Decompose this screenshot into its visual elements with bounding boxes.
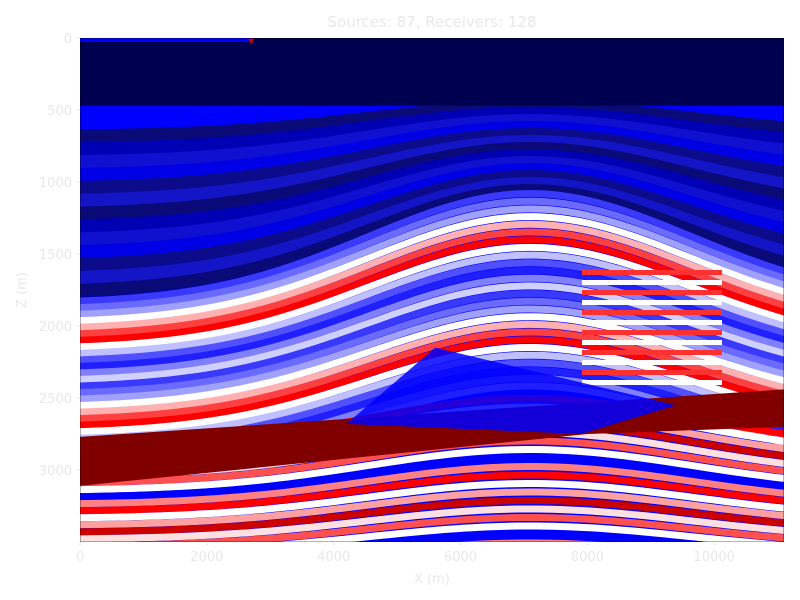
layer-band: [80, 274, 784, 377]
y-tick-label: 0: [64, 32, 72, 47]
x-tick-label: 0: [76, 550, 84, 565]
x-tick-label: 4000: [317, 550, 350, 565]
surface-strip: [80, 38, 252, 42]
layer-band: [80, 205, 784, 318]
layer-band: [80, 259, 784, 364]
layer-band: [582, 380, 722, 385]
y-tick-label: 500: [47, 104, 72, 119]
x-tick-label: 2000: [190, 550, 223, 565]
layer-band: [80, 251, 784, 357]
marker-layer: [248, 38, 255, 45]
layer-band: [582, 280, 722, 285]
layer-band: [80, 297, 784, 396]
layer-band: [80, 505, 784, 542]
layer-band: [80, 190, 784, 305]
x-axis-label: X (m): [414, 572, 450, 587]
layer-band: [582, 340, 722, 345]
layer-band: [80, 305, 784, 403]
x-tick-label: 8000: [571, 550, 604, 565]
layer-band: [80, 328, 784, 423]
layer-band: [582, 320, 722, 325]
y-axis-label: Z (m): [15, 272, 30, 308]
y-tick-label: 3000: [39, 464, 72, 479]
layer-band: [80, 290, 784, 390]
layer-band: [80, 351, 784, 442]
y-axis: 0 500 1000 1500 2000 2500 3000: [39, 32, 80, 479]
layer-band: [80, 471, 784, 515]
image-area: [80, 38, 784, 542]
layer-band: [274, 522, 784, 542]
layer-band: [80, 336, 784, 429]
layer-band: [80, 170, 784, 272]
source-marker: [248, 38, 255, 45]
x-tick-label: 6000: [444, 550, 477, 565]
layer-band: [582, 310, 722, 315]
layer-band: [80, 228, 784, 338]
layer-band: [80, 454, 784, 501]
layer-band: [454, 539, 606, 542]
layer-band: [80, 177, 784, 284]
water-layer: [80, 38, 784, 106]
layer-band: [80, 163, 784, 259]
chart-title: Sources: 87, Receivers: 128: [328, 13, 537, 31]
layer-band: [80, 282, 784, 383]
layer-band: [582, 350, 722, 355]
layer-band: [80, 184, 784, 297]
layer-band: [80, 344, 784, 436]
layer-band: [80, 267, 784, 370]
layer-band: [582, 300, 722, 305]
layer-band: [80, 313, 784, 410]
layer-band: [80, 497, 784, 536]
y-tick-label: 1500: [39, 248, 72, 263]
layer-band: [80, 236, 784, 344]
layer-band: [80, 156, 784, 246]
y-tick-label: 1000: [39, 176, 72, 191]
y-tick-label: 2500: [39, 392, 72, 407]
layer-band: [107, 514, 784, 542]
layer-band: [80, 197, 784, 312]
x-axis: 0 2000 4000 6000 8000 10000: [76, 542, 735, 565]
layer-band: [80, 437, 784, 487]
layer-band: [80, 488, 784, 529]
layer-band: [80, 480, 784, 522]
layer-band: [582, 270, 722, 275]
layer-band: [582, 290, 722, 295]
layer-band: [80, 213, 784, 325]
layer-band: [582, 330, 722, 335]
x-tick-label: 10000: [694, 550, 735, 565]
layer-band: [582, 370, 722, 375]
layer-band: [80, 463, 784, 508]
layer-band: [80, 220, 784, 331]
y-tick-label: 2000: [39, 320, 72, 335]
layer-band: [80, 149, 784, 233]
fault-wedge: [346, 347, 677, 434]
layer-band: [80, 100, 784, 143]
layer-band: [582, 360, 722, 365]
layer-band: [359, 531, 701, 542]
layer-band: [80, 243, 784, 351]
layer-band: [80, 320, 784, 416]
layer-band: [80, 446, 784, 494]
